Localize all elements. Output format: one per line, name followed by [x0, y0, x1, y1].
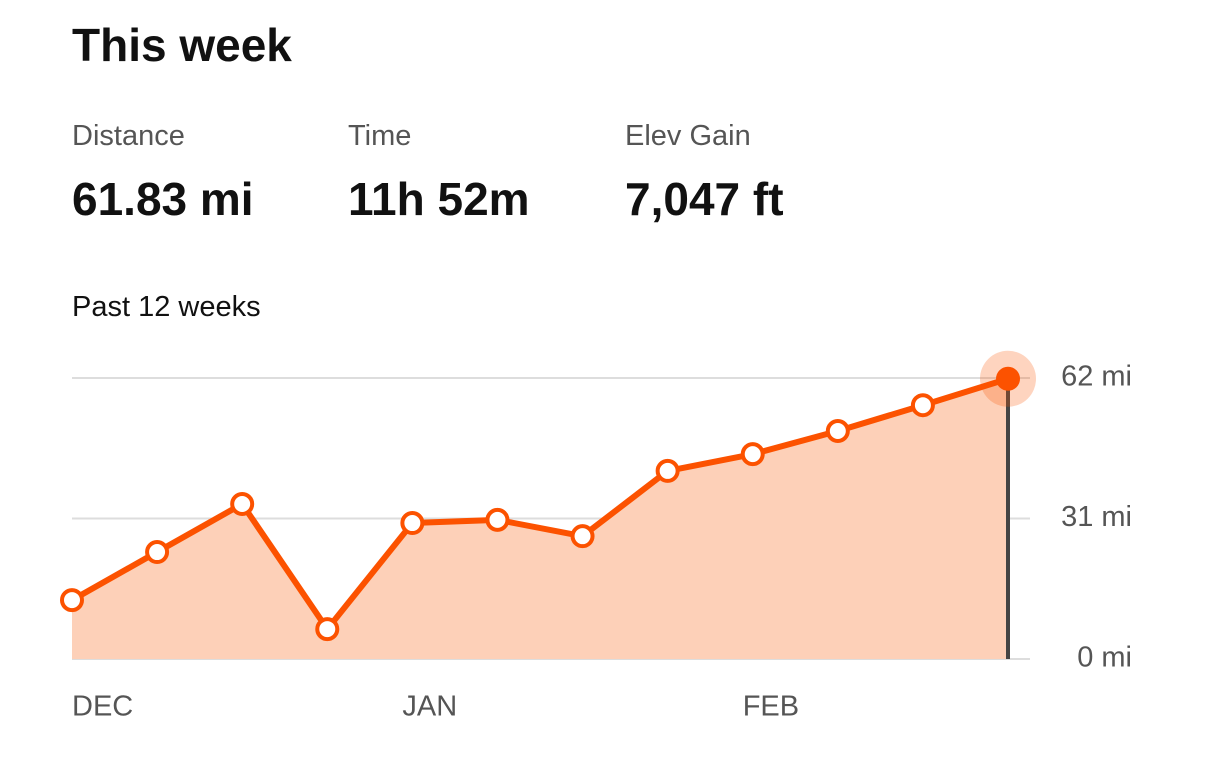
point — [230, 491, 255, 516]
line — [70, 375, 1009, 633]
stat-label: Time — [348, 120, 412, 152]
point — [145, 540, 170, 565]
point — [570, 524, 595, 549]
chart-title: Past 12 weeks — [72, 291, 261, 323]
point — [60, 588, 84, 613]
x-tick-label: DEC — [72, 691, 133, 723]
stat-value: 61.83 mi — [72, 173, 254, 225]
stat-label: Distance — [72, 120, 185, 152]
y-tick-label: 62 mi — [1061, 361, 1132, 393]
point — [910, 393, 935, 418]
point-current — [996, 366, 1020, 391]
y-tick-label: 31 mi — [1061, 501, 1132, 533]
point — [655, 458, 680, 483]
point — [400, 511, 425, 536]
stat-value: 11h 52m — [348, 173, 530, 225]
x-tick-label: FEB — [743, 691, 799, 723]
stat-value: 7,047 ft — [625, 173, 784, 225]
point — [825, 419, 850, 444]
stat-label: Elev Gain — [625, 120, 751, 152]
point — [740, 442, 765, 467]
point — [485, 507, 510, 532]
y-tick-label: 0 mi — [1077, 642, 1132, 674]
point — [315, 617, 340, 642]
title: This week — [72, 19, 292, 71]
x-tick-label: JAN — [402, 691, 457, 723]
